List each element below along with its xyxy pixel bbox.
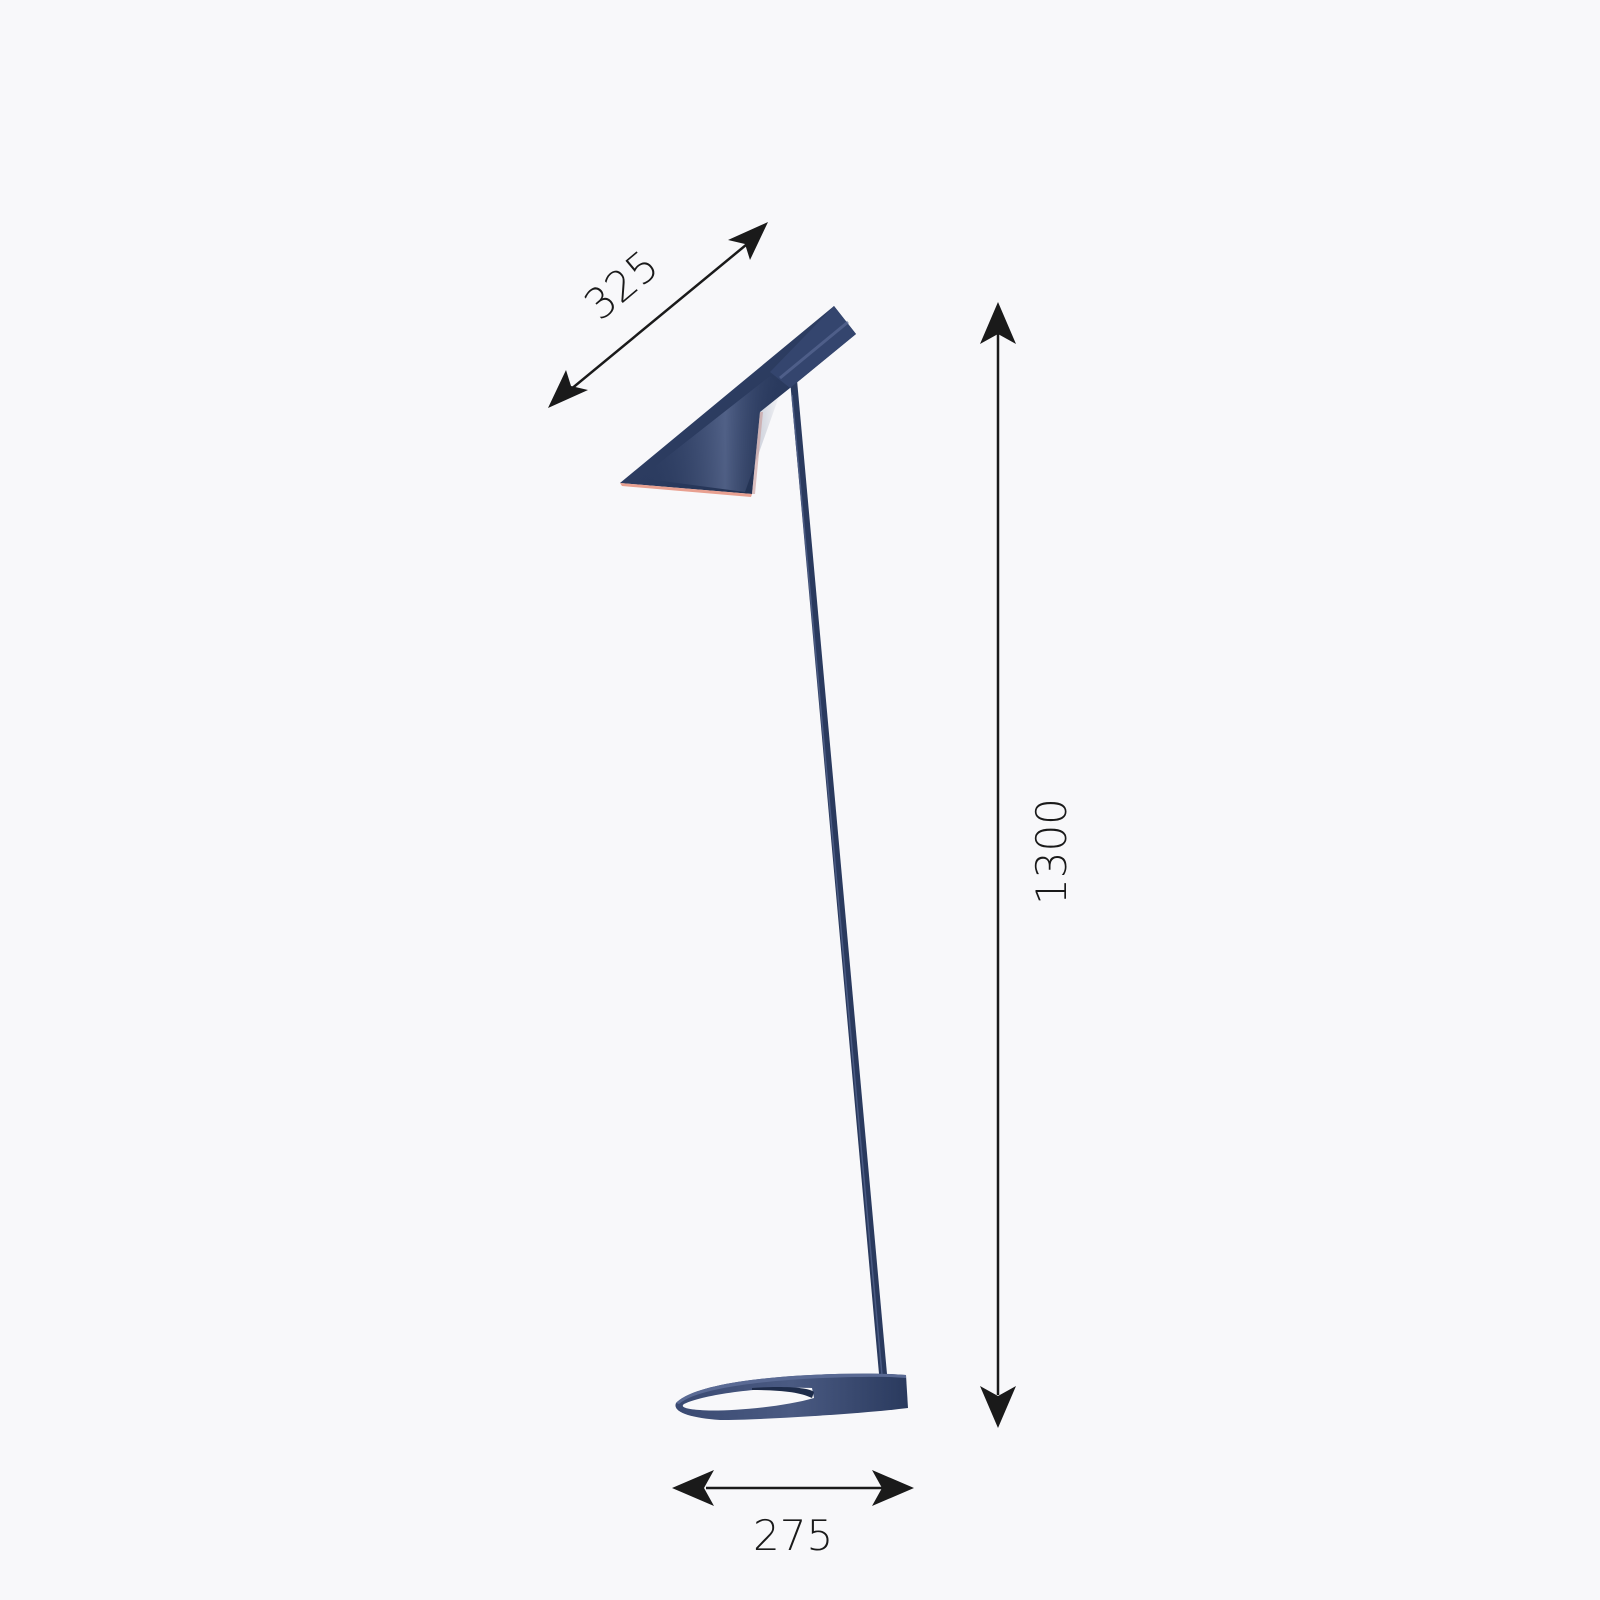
base-width-label: 275 <box>753 1511 833 1560</box>
shade-length-arrow-bottom <box>548 370 588 408</box>
lamp-stem-highlight <box>792 395 882 1375</box>
height-dimension: 1300 <box>980 302 1076 1428</box>
shade-length-label: 325 <box>575 241 668 330</box>
shade-length-dimension: 325 <box>548 222 768 408</box>
height-label: 1300 <box>1027 798 1076 905</box>
lamp <box>620 306 908 1420</box>
base-width-dimension: 275 <box>672 1470 914 1560</box>
lamp-base <box>675 1374 908 1420</box>
